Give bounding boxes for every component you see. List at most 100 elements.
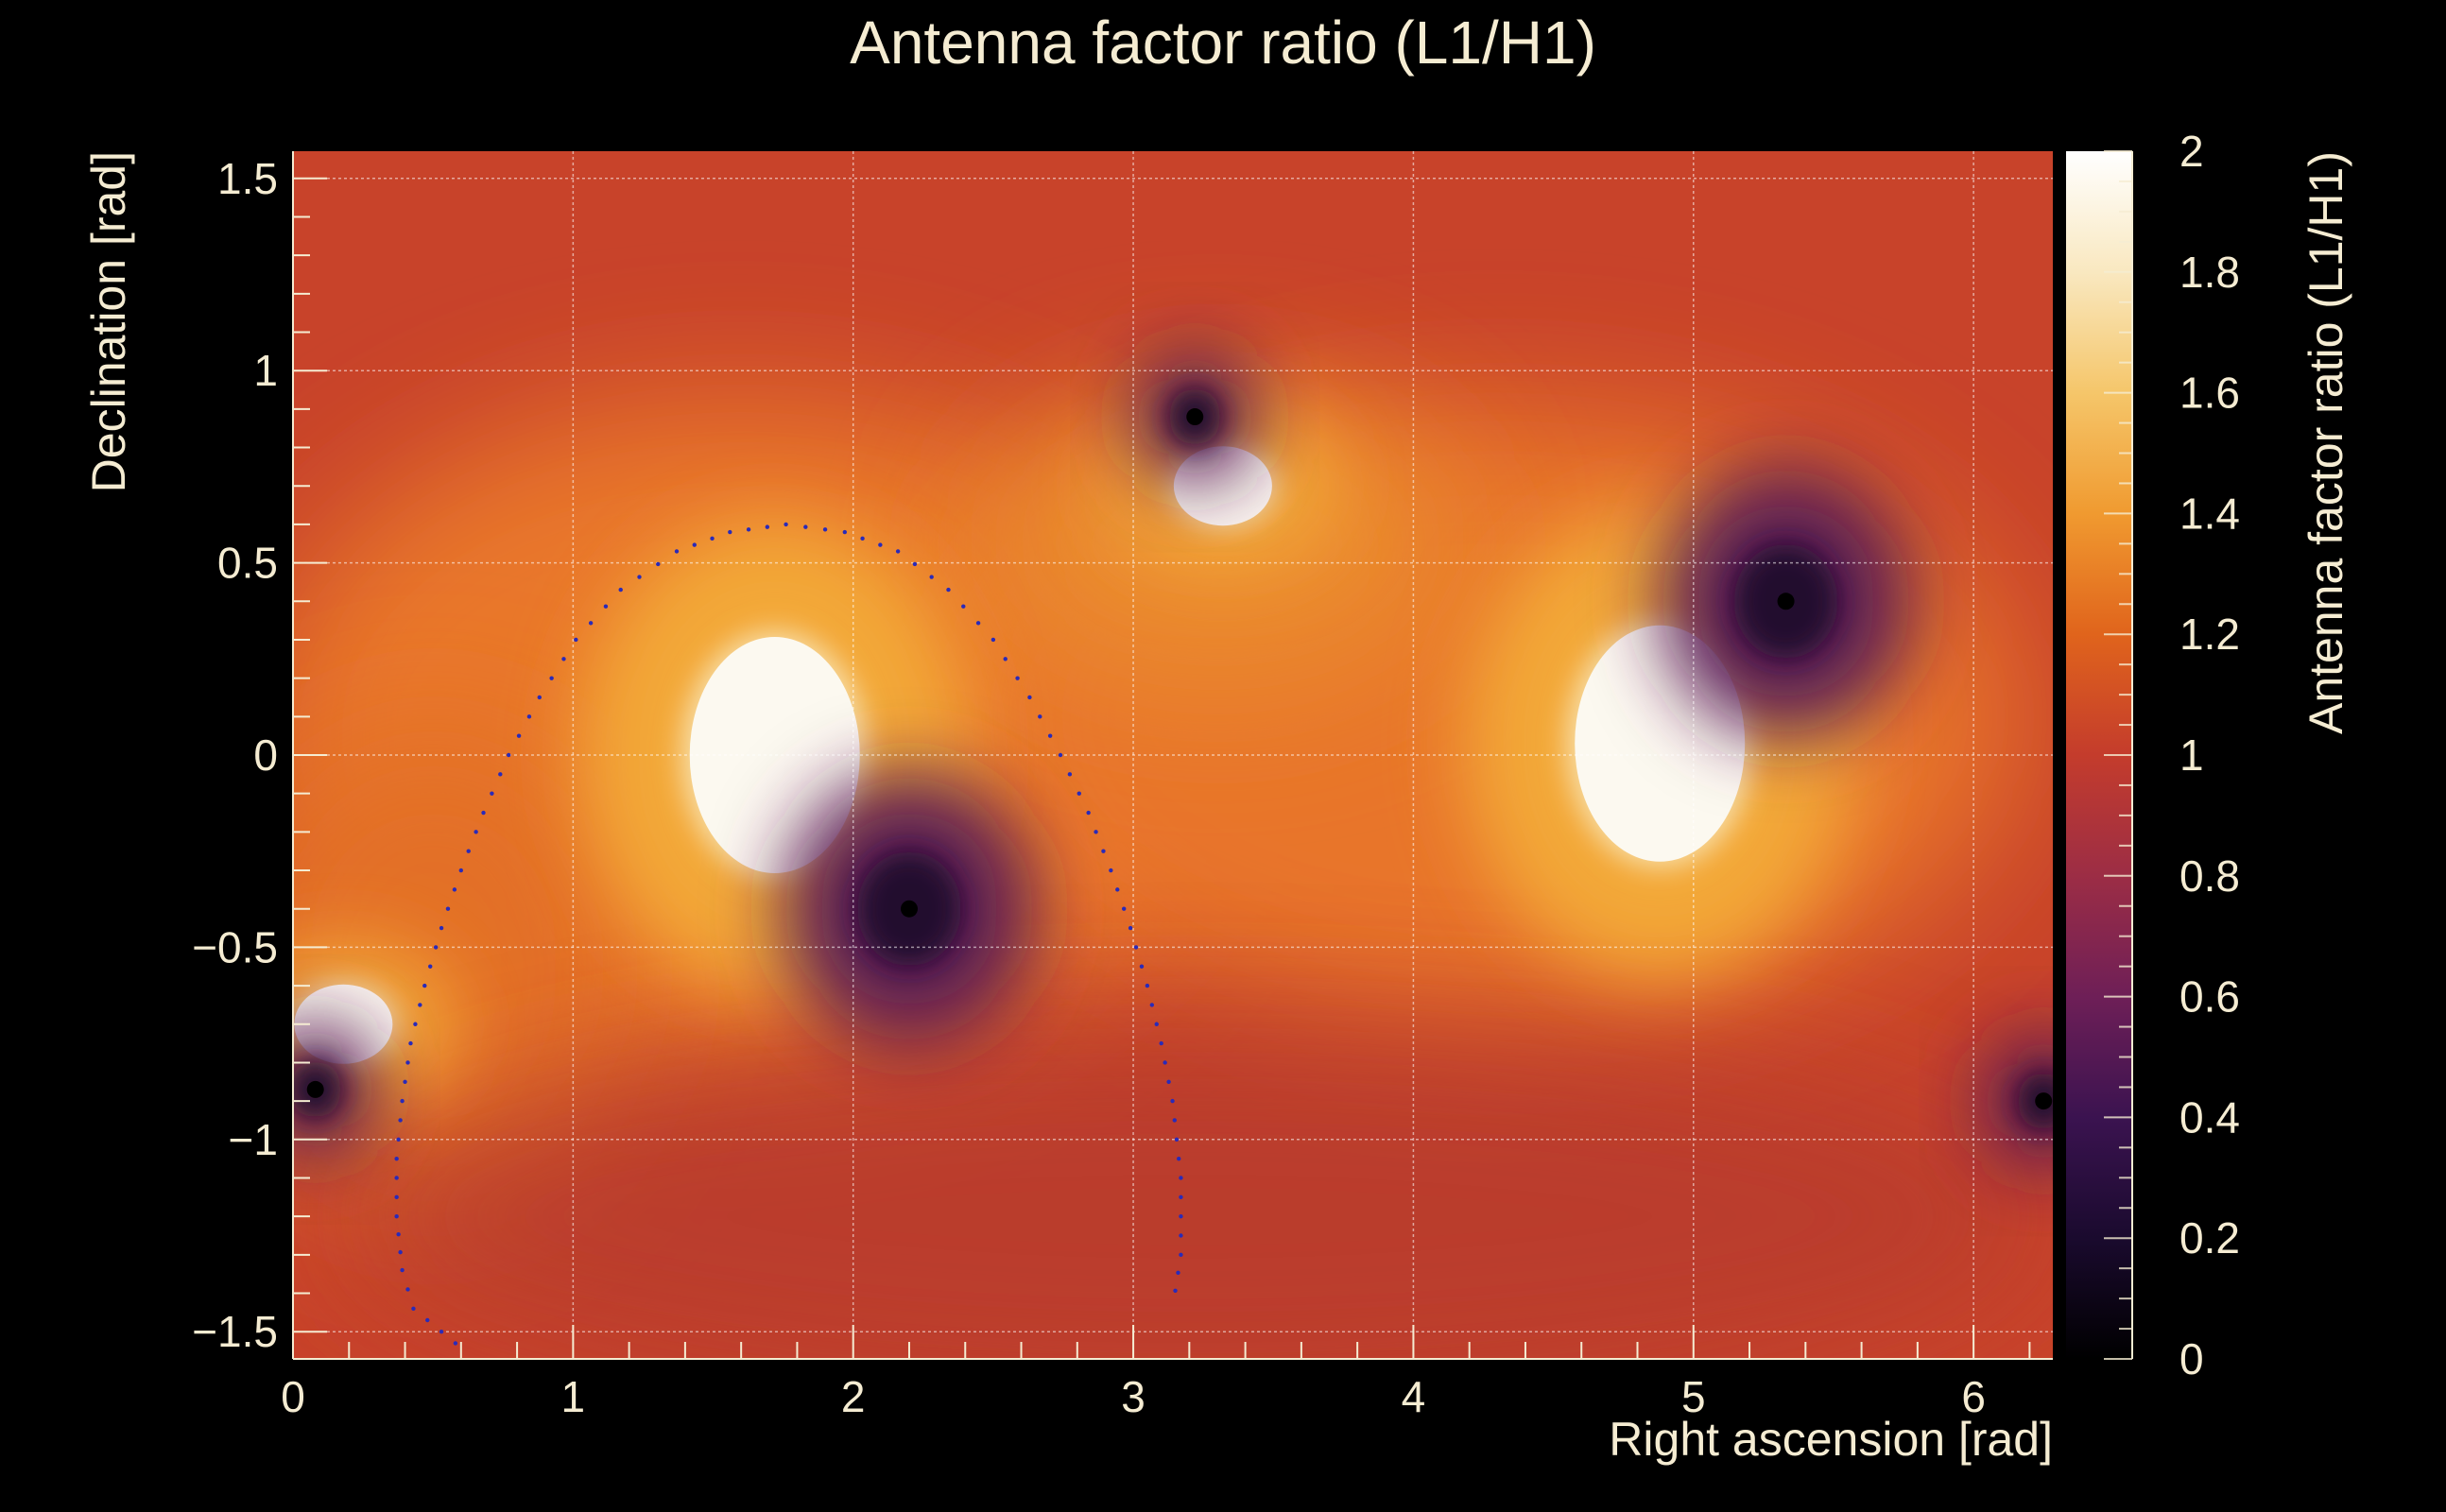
curve-point [403, 1079, 407, 1084]
curve-point [1038, 714, 1042, 719]
curve-point [458, 868, 464, 873]
curve-point [439, 1329, 444, 1334]
curve-point [1149, 1003, 1155, 1007]
curve-point [1145, 983, 1150, 988]
curve-point [822, 527, 828, 532]
heatmap-minimum [2035, 1092, 2053, 1110]
curve-point [574, 637, 578, 643]
heatmap-minimum [1777, 593, 1795, 610]
curve-point [1163, 1060, 1167, 1065]
heatmap-minimum-halo [1981, 1033, 2053, 1169]
curve-point [408, 1040, 413, 1046]
curve-point [439, 925, 444, 931]
grid-lines [292, 151, 2053, 1359]
curve-point [1170, 1098, 1175, 1104]
curve-point [1077, 791, 1081, 796]
y-tick-label: −1 [229, 1115, 278, 1164]
curve-point [394, 1156, 399, 1161]
curve-point [445, 906, 451, 911]
curve-point [400, 1267, 405, 1273]
x-tick-label: 2 [841, 1372, 866, 1421]
curve-point [411, 1306, 416, 1311]
colorbar-tick-label: 1.6 [2179, 369, 2240, 418]
colorbar-title: Antenna factor ratio (L1/H1) [2300, 151, 2352, 734]
curve-point [394, 1176, 399, 1180]
y-tick-label: −0.5 [192, 922, 278, 971]
curve-point [1086, 810, 1091, 816]
curve-point [842, 529, 848, 535]
curve-point [1172, 1118, 1177, 1123]
curve-point [452, 887, 457, 892]
heatmap-maximum [689, 637, 860, 873]
curve-point [692, 542, 697, 547]
colorbar-tick-label: 1.8 [2179, 248, 2240, 297]
colorbar-tick-label: 2 [2179, 127, 2204, 176]
curve-point [398, 1118, 403, 1123]
curve-point [1047, 733, 1053, 738]
curve-point [549, 676, 554, 680]
curve-point [526, 714, 532, 719]
curve-point [1179, 1233, 1183, 1238]
colorbar-tick-label: 1 [2179, 730, 2204, 780]
curve-point [1166, 1079, 1171, 1084]
colorbar-tick-label: 0 [2179, 1334, 2204, 1383]
curve-point [425, 1317, 430, 1323]
curve-point [1067, 772, 1073, 777]
curve-point [1176, 1270, 1180, 1276]
curve-point [1058, 752, 1063, 758]
curve-point [1094, 830, 1098, 834]
y-tick-label: 1.5 [217, 154, 278, 203]
curve-point [481, 810, 486, 816]
y-axis-title: Declination [rad] [82, 151, 135, 492]
curve-point [1128, 925, 1133, 931]
curve-point [1179, 1176, 1183, 1180]
curve-point [474, 830, 478, 834]
curve-point [396, 1137, 401, 1142]
heatmap-minimum [306, 1080, 324, 1098]
curve-point [618, 587, 623, 593]
curve-point [1177, 1156, 1181, 1161]
curve-point [400, 1098, 405, 1104]
heatmap-minimum [900, 900, 918, 918]
x-axis-title: Right ascension [rad] [1609, 1413, 2053, 1466]
colorbar-tick-label: 0.4 [2179, 1092, 2240, 1142]
curve-point [710, 536, 715, 541]
heatmap-cool-region [338, 1027, 2041, 1359]
plot-area [293, 151, 2053, 1359]
curve-point [433, 945, 439, 950]
heatmap-minimum [1186, 408, 1204, 426]
curve-point [405, 1287, 410, 1292]
x-tick-label: 6 [1961, 1372, 1986, 1421]
curve-point [422, 983, 427, 988]
y-tick-label: 1 [253, 346, 278, 395]
curve-point [975, 621, 981, 626]
curve-point [1179, 1194, 1183, 1200]
curve-point [860, 536, 865, 541]
curve-point [803, 524, 808, 529]
curve-point [506, 752, 511, 758]
curve-point [1015, 676, 1020, 680]
curve-point [895, 549, 901, 554]
colorbar-tick-label: 0.2 [2179, 1213, 2240, 1263]
x-tick-label: 3 [1121, 1372, 1145, 1421]
curve-point [1139, 964, 1145, 969]
curve-point [537, 695, 542, 700]
curve-point [603, 604, 609, 609]
curve-point [1121, 906, 1127, 911]
curve-point [394, 1194, 399, 1200]
curve-point [418, 1003, 422, 1007]
curve-point [674, 549, 680, 554]
curve-point [398, 1249, 403, 1255]
x-tick-label: 4 [1402, 1372, 1426, 1421]
y-tick-label: 0.5 [217, 539, 278, 588]
curve-point [405, 1060, 410, 1065]
colorbar-tick-label: 1.4 [2179, 489, 2240, 538]
curve-point [728, 529, 732, 535]
curve-point [588, 621, 594, 626]
curve-point [1154, 1022, 1159, 1026]
curve-point [490, 791, 494, 796]
curve-point [765, 524, 770, 529]
curve-point [929, 575, 934, 579]
colorbar: 0 0.2 0.4 0.6 0.8 1 1.2 1.4 1.6 1.8 2 [2066, 127, 2240, 1383]
curve-point [498, 772, 503, 777]
